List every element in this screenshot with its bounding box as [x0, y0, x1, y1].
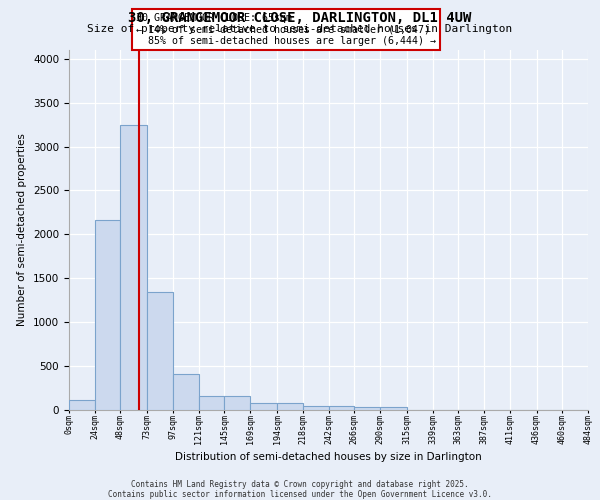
Bar [69, 400, 95, 410]
Bar [224, 396, 250, 410]
Bar [173, 374, 199, 410]
Bar [95, 220, 121, 410]
X-axis label: Distribution of semi-detached houses by size in Darlington: Distribution of semi-detached houses by … [175, 452, 482, 462]
Bar [199, 396, 224, 410]
Bar [121, 124, 147, 410]
Bar [380, 408, 407, 410]
Bar [354, 407, 380, 410]
Bar [303, 406, 329, 410]
Text: Contains HM Land Registry data © Crown copyright and database right 2025.
Contai: Contains HM Land Registry data © Crown c… [108, 480, 492, 499]
Y-axis label: Number of semi-detached properties: Number of semi-detached properties [17, 134, 28, 326]
Bar [329, 406, 354, 410]
Bar [147, 292, 173, 410]
Text: 30 GRANGEMOOR CLOSE: 65sqm
← 14% of semi-detached houses are smaller (1,047)
  8: 30 GRANGEMOOR CLOSE: 65sqm ← 14% of semi… [136, 13, 436, 46]
Bar [250, 403, 277, 410]
Text: Size of property relative to semi-detached houses in Darlington: Size of property relative to semi-detach… [88, 24, 512, 34]
Bar [277, 403, 303, 410]
Text: 30, GRANGEMOOR CLOSE, DARLINGTON, DL1 4UW: 30, GRANGEMOOR CLOSE, DARLINGTON, DL1 4U… [128, 11, 472, 25]
